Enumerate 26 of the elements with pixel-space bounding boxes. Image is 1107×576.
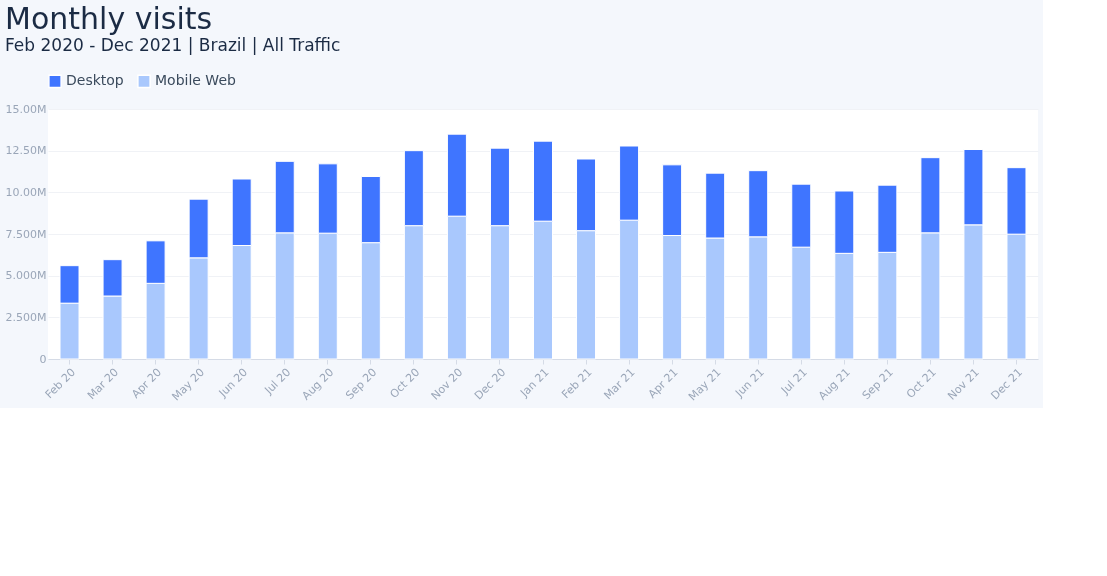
x-tick-label: Sep 21 [859, 365, 896, 403]
legend-label: Mobile Web [155, 72, 237, 89]
x-tick-label: Mar 21 [601, 365, 638, 403]
x-tick-label: Jun 20 [215, 365, 251, 401]
x-tick-label: Apr 20 [129, 365, 165, 401]
chart-subtitle: Feb 2020 - Dec 2021 | Brazil | All Traffic [5, 35, 341, 55]
x-tick-label: Mar 20 [84, 365, 122, 403]
x-tick-label: Oct 21 [903, 365, 939, 401]
x-tick-label: Jul 20 [261, 365, 294, 398]
x-tick-label: Sep 20 [343, 365, 380, 403]
x-tick-label: Feb 21 [559, 365, 595, 402]
x-tick-label: Apr 21 [645, 365, 681, 401]
y-tick-label: 2.500M [5, 310, 47, 324]
y-tick-label: 7.500M [5, 227, 47, 241]
y-tick-label: 15.00M [5, 102, 47, 116]
x-tick-label: Oct 20 [387, 365, 423, 401]
y-tick-label: 0 [39, 352, 47, 366]
legend-label: Desktop [66, 72, 124, 89]
x-tick-label: Feb 20 [42, 365, 79, 402]
y-tick-label: 10.00M [5, 185, 47, 199]
y-tick-label: 5.000M [5, 269, 47, 283]
x-tick-label: Jul 21 [778, 365, 810, 398]
y-tick-label: 12.50M [5, 144, 47, 158]
x-tick-label: Jun 21 [732, 365, 767, 401]
x-tick-label: Jan 21 [517, 365, 552, 401]
chart-title: Monthly visits [5, 1, 213, 36]
